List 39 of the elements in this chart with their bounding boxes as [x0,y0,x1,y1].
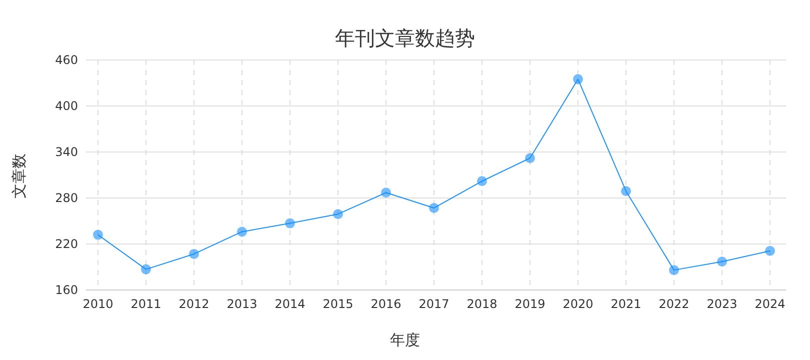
x-tick-label: 2010 [82,297,114,311]
point [525,153,535,164]
point [333,209,343,220]
point [429,202,439,213]
x-tick-label: 2017 [418,297,450,311]
x-tick-label: 2014 [274,297,306,311]
y-tick-label: 400 [55,99,78,113]
x-tick-label: 2020 [562,297,594,311]
y-axis-title: 文章数 [10,154,28,198]
point [381,188,391,198]
x-tick-label: 2018 [466,297,498,311]
chart-title: 年刊文章数趋势 [335,26,475,50]
x-tick-label: 2019 [514,297,546,311]
x-tick-label: 2016 [370,297,402,311]
y-tick-label: 280 [55,191,78,205]
y-tick-label: 220 [55,237,78,251]
x-tick-label: 2013 [226,297,258,311]
y-tick-label: 160 [55,283,78,297]
point [669,265,679,276]
x-tick-label: 2024 [754,297,786,311]
x-axis-title: 年度 [390,331,420,349]
point [573,74,583,84]
x-tick-label: 2012 [178,297,210,311]
x-tick-label: 2015 [322,297,354,311]
x-tick-label: 2011 [130,297,162,311]
point [285,218,295,228]
point [765,246,775,256]
point [93,230,103,240]
point [717,256,727,267]
y-tick-label: 460 [55,53,78,67]
point [477,176,487,186]
point [621,186,631,196]
x-tick-label: 2021 [610,297,642,311]
y-tick-label: 340 [55,145,78,159]
x-tick-label: 2023 [706,297,738,311]
x-tick-label: 2022 [658,297,690,311]
point [189,248,199,259]
point [141,264,151,274]
point [237,226,247,237]
